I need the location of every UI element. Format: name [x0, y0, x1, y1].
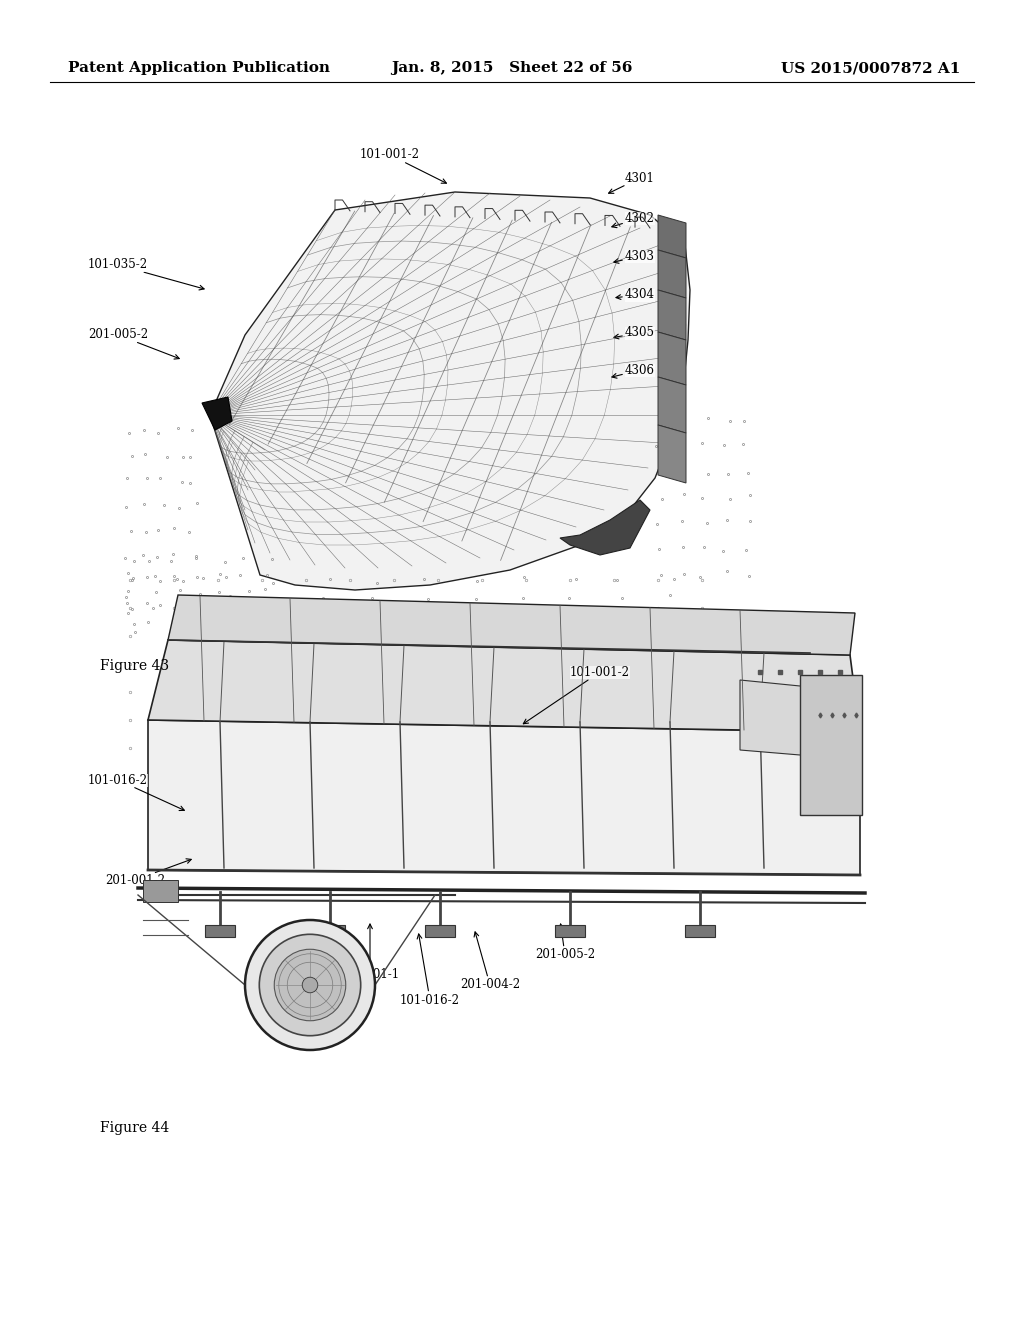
Polygon shape — [202, 397, 232, 430]
Text: Figure 43: Figure 43 — [100, 659, 169, 673]
Polygon shape — [168, 595, 855, 655]
Text: 4306: 4306 — [612, 363, 655, 378]
Text: 101-016-2: 101-016-2 — [400, 935, 460, 1006]
Polygon shape — [148, 719, 860, 875]
Circle shape — [302, 977, 317, 993]
Text: 201-005-2: 201-005-2 — [88, 329, 179, 359]
Bar — [685, 925, 715, 937]
Circle shape — [274, 949, 346, 1020]
Text: 101-016-2: 101-016-2 — [88, 774, 184, 810]
Polygon shape — [560, 500, 650, 554]
Polygon shape — [658, 290, 686, 341]
Text: 101-001-2: 101-001-2 — [523, 665, 630, 723]
Text: 201-001-2: 201-001-2 — [105, 859, 191, 887]
Polygon shape — [740, 680, 860, 760]
Bar — [205, 925, 234, 937]
Polygon shape — [658, 249, 686, 298]
Text: US 2015/0007872 A1: US 2015/0007872 A1 — [780, 61, 961, 75]
Text: 4305: 4305 — [614, 326, 655, 339]
Polygon shape — [658, 378, 686, 433]
Text: 104-001-1: 104-001-1 — [340, 924, 400, 982]
Text: 201-004-2: 201-004-2 — [460, 932, 520, 991]
Polygon shape — [658, 425, 686, 483]
Text: 4303: 4303 — [614, 249, 655, 263]
Bar — [425, 925, 455, 937]
Polygon shape — [658, 333, 686, 385]
Text: 101-001-2: 101-001-2 — [360, 149, 446, 183]
Text: 101-035-2: 101-035-2 — [88, 259, 204, 290]
Text: 4304: 4304 — [616, 289, 655, 301]
Text: Patent Application Publication: Patent Application Publication — [68, 61, 330, 75]
Polygon shape — [658, 215, 686, 257]
Bar — [800, 675, 862, 814]
Text: 4301: 4301 — [608, 172, 655, 193]
Text: 201-005-2: 201-005-2 — [535, 924, 595, 961]
Polygon shape — [148, 640, 860, 733]
Polygon shape — [210, 191, 690, 590]
Bar — [555, 925, 585, 937]
Bar — [315, 925, 345, 937]
Circle shape — [259, 935, 360, 1036]
Text: 4302: 4302 — [611, 211, 655, 227]
Text: Figure 44: Figure 44 — [100, 1121, 169, 1135]
Text: Jan. 8, 2015   Sheet 22 of 56: Jan. 8, 2015 Sheet 22 of 56 — [391, 61, 633, 75]
Circle shape — [245, 920, 375, 1049]
Bar — [143, 880, 178, 902]
